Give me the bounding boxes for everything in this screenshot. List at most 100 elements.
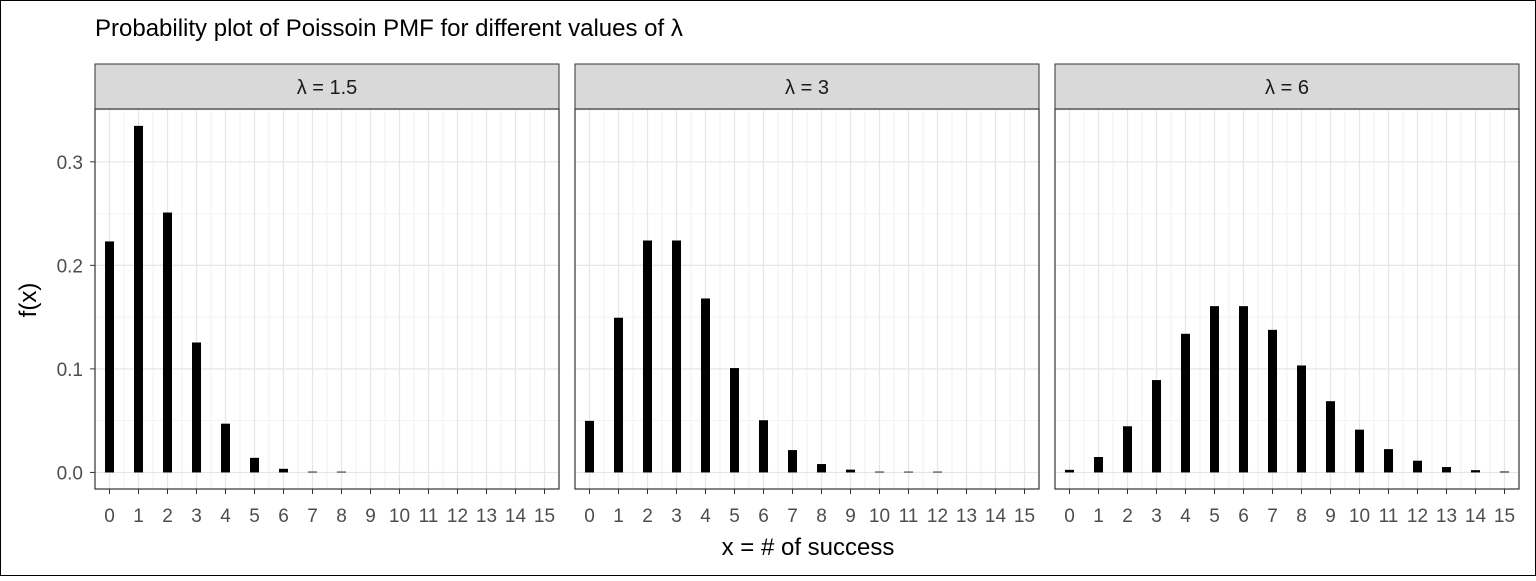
pmf-bar <box>1442 467 1451 473</box>
pmf-bar <box>279 468 288 473</box>
y-axis-label: f(x) <box>15 283 42 318</box>
x-tick-label: 1 <box>613 506 624 527</box>
pmf-bar <box>788 450 797 473</box>
pmf-bar <box>1152 380 1161 473</box>
pmf-bar <box>904 471 913 473</box>
x-tick-label: 1 <box>1093 506 1104 527</box>
x-tick-label: 13 <box>956 506 977 527</box>
pmf-bar <box>643 240 652 473</box>
pmf-bar <box>1413 460 1422 473</box>
x-tick-label: 15 <box>1494 506 1515 527</box>
pmf-bar <box>134 125 143 473</box>
x-tick-label: 1 <box>133 506 144 527</box>
panels-layer: λ = 1.50 1 2 3 4 5 6 7 8 9 10 11 12 13 14 15λ = 30 1 2 3 4 5… <box>57 63 1520 527</box>
pmf-bar <box>1355 429 1364 473</box>
pmf-bar <box>1326 401 1335 473</box>
pmf-bar <box>192 342 201 473</box>
pmf-bar <box>1094 457 1103 473</box>
x-tick-label: 13 <box>1436 506 1457 527</box>
facet-strip <box>94 63 560 110</box>
pmf-bar <box>1500 471 1509 473</box>
y-axis: 0.0 0.1 0.2 0.3 <box>57 153 95 484</box>
x-tick-label: 2 <box>162 506 173 527</box>
x-tick-label: 8 <box>816 506 827 527</box>
pmf-bar <box>163 212 172 473</box>
x-tick-label: 14 <box>505 506 527 527</box>
panel-border <box>94 108 560 490</box>
pmf-bar <box>337 471 346 473</box>
x-tick-label: 11 <box>899 506 919 527</box>
chart-title: Probability plot of Poissoin PMF for dif… <box>95 15 683 42</box>
pmf-bar <box>759 420 768 473</box>
x-tick-label: 0 <box>1064 506 1075 527</box>
x-tick-label: 0 <box>104 506 115 527</box>
facet-strip-label: λ = 6 <box>1265 77 1309 99</box>
x-tick-label: 4 <box>700 506 711 527</box>
x-tick-label: 8 <box>1296 506 1307 527</box>
pmf-bar <box>933 471 942 473</box>
pmf-bar <box>221 423 230 473</box>
x-tick-label: 5 <box>1209 506 1220 527</box>
pmf-bar <box>875 471 884 473</box>
facet-panel: λ = 1.50 1 2 3 4 5 6 7 8 9 10 11 12 13 14 15 <box>94 63 560 527</box>
x-tick-label: 14 <box>985 506 1007 527</box>
pmf-bar <box>308 471 317 473</box>
pmf-bar <box>1210 306 1219 473</box>
y-tick-label: 0.0 <box>57 463 83 484</box>
x-tick-label: 2 <box>1122 506 1133 527</box>
y-tick-label: 0.2 <box>57 256 83 277</box>
pmf-bar <box>1181 333 1190 473</box>
x-tick-label: 4 <box>1180 506 1191 527</box>
pmf-bar <box>1297 365 1306 473</box>
x-tick-label: 6 <box>278 506 289 527</box>
x-tick-label: 9 <box>1325 506 1336 527</box>
x-tick-label: 11 <box>419 506 439 527</box>
x-tick-label: 7 <box>787 506 798 527</box>
x-tick-label: 7 <box>1267 506 1278 527</box>
pmf-bar <box>1268 329 1277 473</box>
x-axis-label: x = # of success <box>722 534 895 561</box>
panel-border <box>1054 108 1520 490</box>
pmf-bar <box>1123 426 1132 473</box>
pmf-bar <box>250 457 259 473</box>
pmf-bar <box>846 469 855 473</box>
x-tick-label: 5 <box>729 506 740 527</box>
y-tick-label: 0.3 <box>57 153 83 174</box>
x-tick-label: 12 <box>1407 506 1428 527</box>
x-tick-label: 5 <box>249 506 260 527</box>
x-tick-label: 15 <box>534 506 555 527</box>
x-tick-label: 12 <box>447 506 468 527</box>
x-tick-label: 2 <box>642 506 653 527</box>
y-tick-label: 0.1 <box>57 360 83 381</box>
x-tick-label: 4 <box>220 506 231 527</box>
x-tick-label: 6 <box>758 506 769 527</box>
pmf-bar <box>105 241 114 473</box>
x-tick-label: 9 <box>845 506 856 527</box>
facet-strip-label: λ = 1.5 <box>297 77 358 99</box>
pmf-bar <box>1471 470 1480 473</box>
x-tick-label: 10 <box>1349 506 1370 527</box>
pmf-bar <box>701 298 710 473</box>
x-tick-label: 11 <box>1379 506 1399 527</box>
facet-panel: λ = 60 1 2 3 4 5 6 7 8 9 10 11 12 13 14 15 <box>1054 63 1520 527</box>
x-tick-label: 8 <box>336 506 347 527</box>
x-tick-label: 10 <box>869 506 890 527</box>
facet-strip <box>574 63 1040 110</box>
pmf-bar <box>1065 469 1074 473</box>
facet-strip-label: λ = 3 <box>785 77 829 99</box>
pmf-bar <box>585 420 594 473</box>
pmf-bar <box>1239 306 1248 473</box>
pmf-bar <box>614 317 623 473</box>
x-tick-label: 12 <box>927 506 948 527</box>
facet-panel: λ = 30 1 2 3 4 5 6 7 8 9 10 11 12 13 14 15 <box>574 63 1040 527</box>
panel-border <box>574 108 1040 490</box>
pmf-bar <box>730 368 739 473</box>
x-tick-label: 15 <box>1014 506 1035 527</box>
pmf-bar <box>672 240 681 473</box>
x-tick-label: 7 <box>307 506 318 527</box>
x-tick-label: 10 <box>389 506 410 527</box>
x-tick-label: 14 <box>1465 506 1487 527</box>
pmf-bar <box>817 464 826 473</box>
